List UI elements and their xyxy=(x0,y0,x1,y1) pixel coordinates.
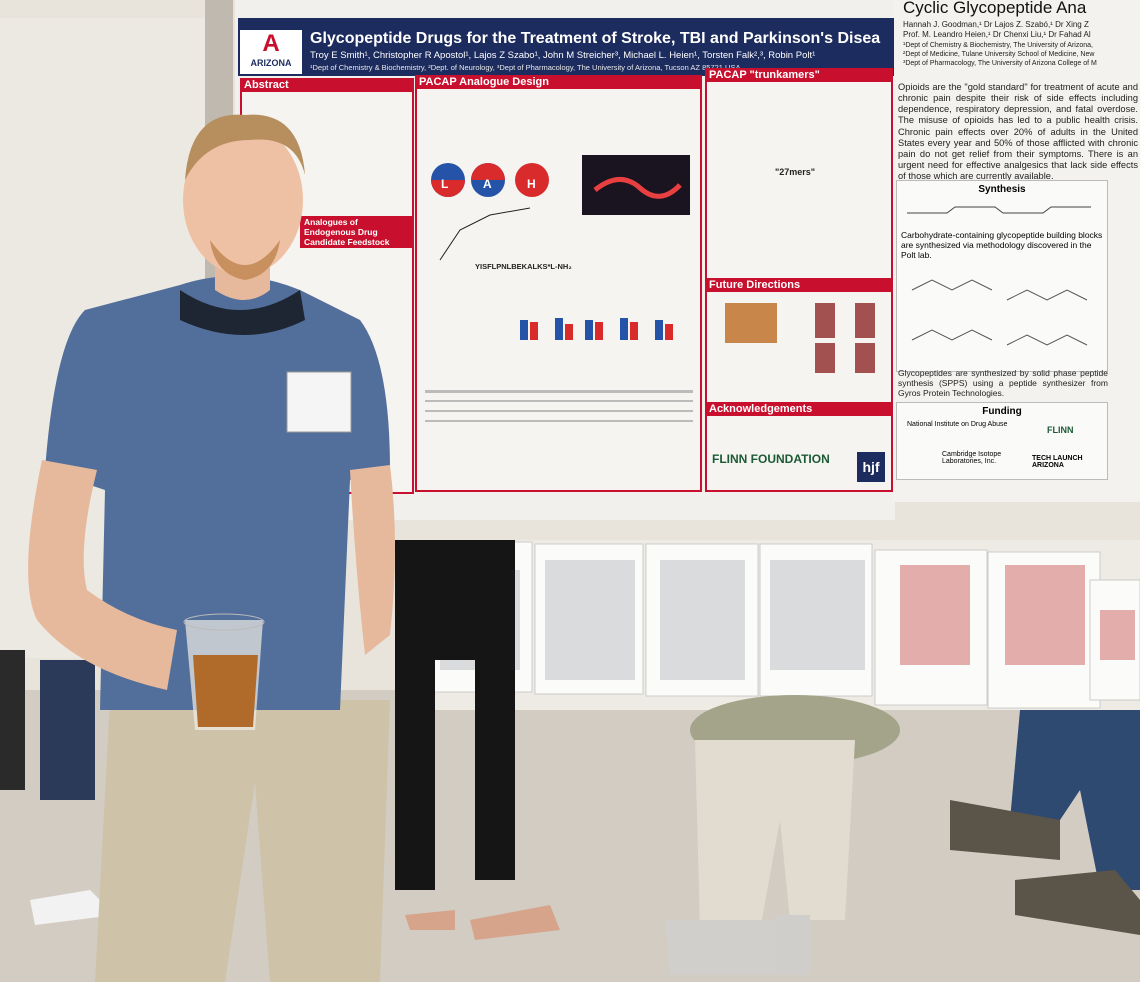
trunkamer-label: "27mers" xyxy=(775,167,816,177)
section-heading: Acknowledgements xyxy=(705,402,893,416)
box-text: Carbohydrate-containing glycopeptide bui… xyxy=(901,230,1103,260)
poster-title: Cyclic Glycopeptide Ana xyxy=(903,0,1087,17)
author-line: ²Dept of Medicine, Tulane University Sch… xyxy=(903,50,1095,58)
scheme xyxy=(907,206,1091,214)
helix-label: A xyxy=(483,177,492,191)
author-block: Hannah J. Goodman,¹ Dr Lajos Z. Szabó,¹ … xyxy=(903,20,1140,68)
author-line: ¹Dept of Chemistry & Biochemistry, The U… xyxy=(903,41,1093,49)
section-heading: PACAP "trunkamers" xyxy=(705,68,893,82)
section-heading: Future Directions xyxy=(705,278,893,292)
helix-label: L xyxy=(441,177,449,191)
sponsor: FLINN FOUNDATION xyxy=(712,452,830,466)
funder: Cambridge Isotope Laboratories, Inc. xyxy=(942,451,1002,465)
funder: National Institute on Drug Abuse xyxy=(907,421,1008,428)
design-figure xyxy=(431,155,690,261)
data-panels xyxy=(425,318,693,422)
author-line: ³Dept of Pharmacology, The University of… xyxy=(903,59,1097,67)
intro-text: Opioids are the "gold standard" for trea… xyxy=(898,82,1138,182)
design-column xyxy=(415,75,702,492)
funding-box: Funding National Institute on Drug Abuse… xyxy=(896,402,1108,480)
poster-authors: Troy E Smith¹, Christopher R Apostol¹, L… xyxy=(310,50,816,61)
synthesis-box: Synthesis Carbohydrate-containing glycop… xyxy=(896,180,1108,372)
section-heading: PACAP Analogue Design xyxy=(415,75,702,89)
author-line: Prof. M. Leandro Heien,¹ Dr Chenxi Liu,¹… xyxy=(903,30,1091,40)
logo: A ARIZONA xyxy=(240,30,302,74)
spps-text: Glycopeptides are synthesized by solid p… xyxy=(898,368,1108,398)
funder: FLINN xyxy=(1047,425,1074,435)
structures xyxy=(911,279,1088,346)
funder: TECH LAUNCH ARIZONA xyxy=(1032,455,1083,469)
box-heading: Funding xyxy=(982,406,1022,417)
section-heading: Abstract xyxy=(240,78,414,92)
sequence: YISFLPNLBEKALKS*L-NH₂ xyxy=(475,262,572,271)
author-line: Hannah J. Goodman,¹ Dr Lajos Z. Szabó,¹ … xyxy=(903,20,1089,29)
poster-affiliations: ¹Dept of Chemistry & Biochemistry, ²Dept… xyxy=(310,63,741,72)
sponsor: hjf xyxy=(857,452,885,482)
section-heading: Analogues of Endogenous Drug Candidate F… xyxy=(300,216,412,248)
box-heading: Synthesis xyxy=(978,184,1026,195)
future-figure xyxy=(725,303,875,373)
helix-label: H xyxy=(527,177,536,191)
logo-text: ARIZONA xyxy=(250,58,292,68)
poster-title: Glycopeptide Drugs for the Treatment of … xyxy=(310,30,881,47)
poster-header xyxy=(238,18,894,76)
